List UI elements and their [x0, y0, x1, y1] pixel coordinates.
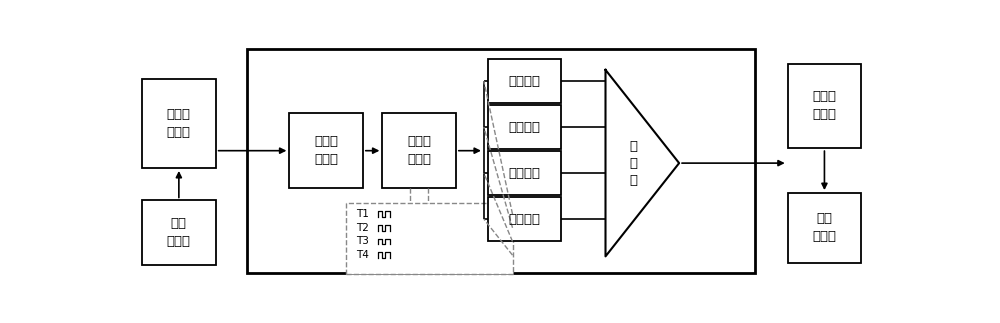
Text: T2: T2 — [356, 223, 369, 233]
Text: 核心控
制单元: 核心控 制单元 — [407, 135, 431, 166]
Text: 海缆传
输系统: 海缆传 输系统 — [812, 90, 836, 121]
Bar — [488, 151, 561, 195]
Text: 命令
发出端: 命令 发出端 — [167, 217, 191, 248]
Bar — [488, 105, 561, 150]
Bar — [488, 59, 561, 103]
Bar — [788, 64, 861, 148]
Bar — [142, 200, 216, 265]
Bar — [488, 197, 561, 242]
Text: 反馈
接收端: 反馈 接收端 — [812, 212, 836, 243]
Text: 泵浦单元: 泵浦单元 — [509, 213, 541, 225]
Bar — [289, 113, 363, 188]
Bar — [382, 113, 456, 188]
Bar — [142, 78, 216, 168]
Text: T3: T3 — [356, 236, 369, 246]
Text: 接收解
调单元: 接收解 调单元 — [314, 135, 338, 166]
Bar — [247, 49, 755, 273]
Bar — [346, 203, 512, 274]
Text: 泵浦单元: 泵浦单元 — [509, 75, 541, 88]
Bar — [788, 193, 861, 263]
Text: T4: T4 — [356, 250, 369, 260]
Text: 放
大
器: 放 大 器 — [629, 140, 637, 187]
Text: 泵浦单元: 泵浦单元 — [509, 167, 541, 180]
Text: 泵浦单元: 泵浦单元 — [509, 120, 541, 133]
Text: T1: T1 — [356, 209, 369, 219]
Text: 海缆传
输系统: 海缆传 输系统 — [167, 108, 191, 139]
